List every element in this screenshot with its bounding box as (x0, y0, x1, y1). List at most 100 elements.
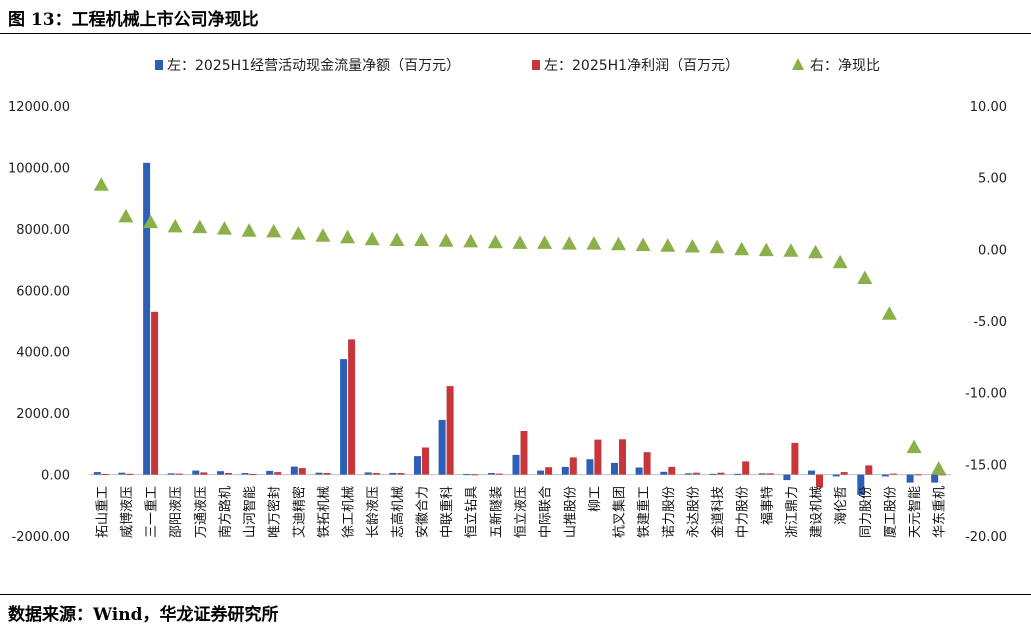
ratio-marker (561, 236, 577, 250)
cashflow-bar (192, 470, 200, 475)
category-label: 福事特 (760, 486, 775, 525)
legend-label-ratio: 右：净现比 (810, 58, 880, 74)
profit-bar (101, 474, 109, 475)
profit-bar (200, 472, 208, 475)
profit-bar (249, 474, 257, 475)
profit-bar (692, 472, 700, 475)
cashflow-bar (808, 470, 815, 475)
profit-bar (422, 447, 429, 475)
ratio-marker (340, 229, 356, 244)
profit-bar (791, 442, 799, 475)
profit-bar (225, 473, 232, 475)
profit-bar (372, 473, 380, 475)
cashflow-bar (611, 462, 618, 475)
profit-bar (619, 439, 626, 475)
profit-bar (816, 474, 823, 488)
cashflow-bar (414, 456, 421, 475)
profit-bar (594, 439, 602, 475)
ratio-marker (906, 439, 922, 454)
ratio-marker (881, 306, 897, 320)
category-label: 厦工股份 (883, 486, 898, 538)
ratio-marker (487, 234, 503, 249)
ratio-marker (389, 232, 405, 246)
category-label: 山河智能 (243, 486, 258, 538)
chart: 左：2025H1经营活动现金流量净额（百万元） 左：2025H1净利润（百万元）… (8, 58, 1007, 545)
category-label: 永达股份 (686, 486, 701, 538)
left-tick-label: 6000.00 (16, 284, 70, 299)
left-tick-label: 0.00 (41, 469, 70, 484)
category-label: 诺力股份 (662, 486, 677, 538)
ratio-marker (832, 254, 848, 269)
profit-bar (495, 473, 503, 475)
profit-bar (446, 386, 454, 475)
top-rule (0, 33, 1031, 34)
right-axis: -20.00 -15.00 -10.00 -5.00 0.00 5.00 10.00 (965, 100, 1007, 545)
source-note: 数据来源：Wind，华龙证券研究所 (8, 605, 279, 625)
profit-bar (348, 339, 356, 475)
cashflow-bar (783, 474, 791, 481)
profit-bar (840, 472, 848, 475)
category-label: 长龄液压 (366, 486, 381, 538)
category-labels: 拓山重工 威博液压 三一重工 邵阳液压 万通液压 南方路机 山河智能 唯万密封 艾迪精密 铁拓机械… (94, 486, 947, 538)
ratio-marker (217, 221, 232, 235)
profit-bar (766, 473, 774, 475)
cashflow-bar (167, 473, 175, 475)
category-label: 海伦哲 (834, 486, 849, 525)
ratio-marker (684, 239, 700, 253)
profit-bar (520, 431, 528, 475)
right-tick-label: -10.00 (965, 387, 1007, 402)
legend-swatch-ratio (792, 58, 804, 70)
profit-bar (914, 474, 922, 476)
ratio-marker (758, 242, 774, 257)
cashflow-bar (734, 473, 742, 475)
left-tick-label: 8000.00 (16, 223, 70, 238)
ratio-marker (931, 461, 947, 475)
ratio-marker (364, 231, 380, 246)
cashflow-bar (931, 474, 939, 483)
cashflow-bar (635, 467, 643, 475)
legend-label-profit: 左：2025H1净利润（百万元） (544, 58, 739, 74)
profit-bar (471, 474, 479, 476)
profit-bar (274, 472, 282, 475)
profit-bar (323, 473, 331, 475)
right-tick-label: 5.00 (978, 172, 1007, 187)
category-label: 恒立钻具 (465, 486, 480, 538)
left-tick-label: 4000.00 (16, 346, 70, 361)
category-label: 天元智能 (908, 486, 923, 538)
ratio-marker (266, 223, 282, 238)
cashflow-bar (684, 473, 692, 475)
category-label: 浙江鼎力 (785, 486, 800, 538)
cashflow-bar (143, 162, 151, 475)
ratio-marker (315, 228, 331, 242)
cashflow-bar (463, 474, 471, 476)
bars (93, 162, 947, 495)
ratio-marker (118, 208, 134, 223)
profit-bar (865, 465, 873, 475)
category-label: 唯万密封 (267, 486, 283, 538)
right-tick-label: -15.00 (965, 458, 1007, 473)
cashflow-bar (561, 466, 569, 475)
left-axis: -2000.00 0.00 2000.00 4000.00 6000.00 8000.00… (8, 100, 70, 545)
category-label: 柳工 (588, 486, 603, 512)
category-label: 铁建重工 (636, 486, 652, 538)
category-label: 杭叉集团 (612, 486, 628, 538)
category-label: 金道科技 (710, 486, 726, 538)
ratio-marker (783, 243, 799, 257)
ratio-marker (290, 226, 306, 240)
legend-swatch-profit (532, 60, 540, 70)
cashflow-bar (340, 359, 348, 475)
cashflow-bar (217, 471, 224, 475)
category-label: 三一重工 (144, 486, 160, 538)
category-label: 万通液压 (194, 486, 209, 538)
profit-bar (668, 466, 676, 475)
category-label: 徐工机械 (342, 486, 357, 538)
category-label: 拓山重工 (94, 486, 110, 538)
category-label: 中际联合 (539, 486, 554, 538)
profit-bar (545, 467, 553, 475)
ratio-marker (635, 237, 651, 251)
cashflow-bar (389, 472, 397, 475)
cashflow-bar (660, 471, 668, 475)
category-label: 南方路机 (218, 486, 234, 538)
category-label: 中力股份 (736, 486, 751, 538)
ratio-marker (709, 239, 725, 254)
